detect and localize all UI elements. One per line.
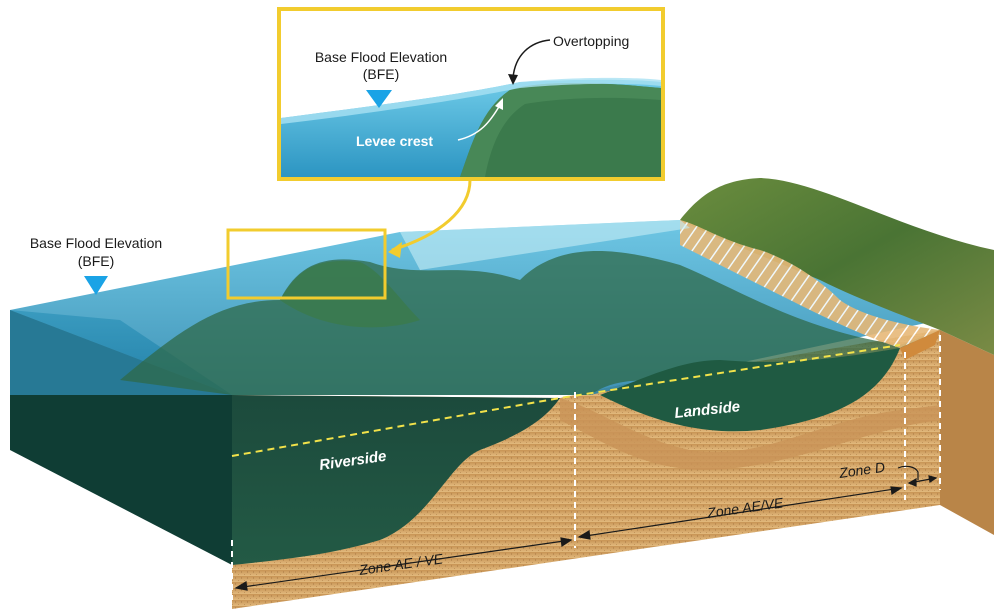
callout-water-surface — [281, 77, 661, 124]
levee-crest-arrow — [457, 104, 501, 141]
main-callout-frame — [226, 228, 387, 300]
callout-bfe-marker — [366, 90, 392, 108]
zone-d-label: Zone D — [837, 459, 886, 481]
overtopping-arrow — [512, 39, 551, 79]
main-bfe-title: Base Flood Elevation — [30, 235, 162, 251]
soil-stratum — [560, 398, 940, 470]
zone-left-arrow — [234, 537, 573, 591]
overtopping-arrowhead — [508, 74, 518, 85]
zone-d-hatch — [680, 220, 940, 348]
soil-side-face — [940, 330, 994, 535]
riverside-front-face — [232, 395, 560, 565]
zone-d-arrow — [897, 465, 938, 487]
callout-frame — [277, 7, 665, 181]
levee-crest-label: Levee crest — [356, 133, 433, 149]
main-bfe-marker — [84, 276, 108, 295]
dry-land-surface — [680, 178, 994, 355]
zone-d-edge — [900, 330, 940, 360]
callout-connector — [391, 179, 472, 252]
callout-levee-highlight — [460, 83, 661, 177]
levee-ridge — [280, 260, 420, 328]
landside-basin — [600, 348, 900, 432]
callout-bfe-abbr: (BFE) — [363, 66, 400, 82]
callout-bfe-title: Base Flood Elevation — [315, 49, 447, 65]
callout-scene — [281, 77, 661, 177]
callout-connector-head — [388, 242, 402, 258]
main-bfe-abbr: (BFE) — [78, 253, 115, 269]
levee-crest-arrowhead — [495, 98, 503, 110]
water-far-edge — [400, 220, 690, 270]
landside-label: Landside — [674, 398, 741, 422]
zone-right-arrow — [577, 486, 903, 540]
overtopping-label: Overtopping — [553, 33, 629, 49]
bfe-line — [231, 344, 901, 457]
